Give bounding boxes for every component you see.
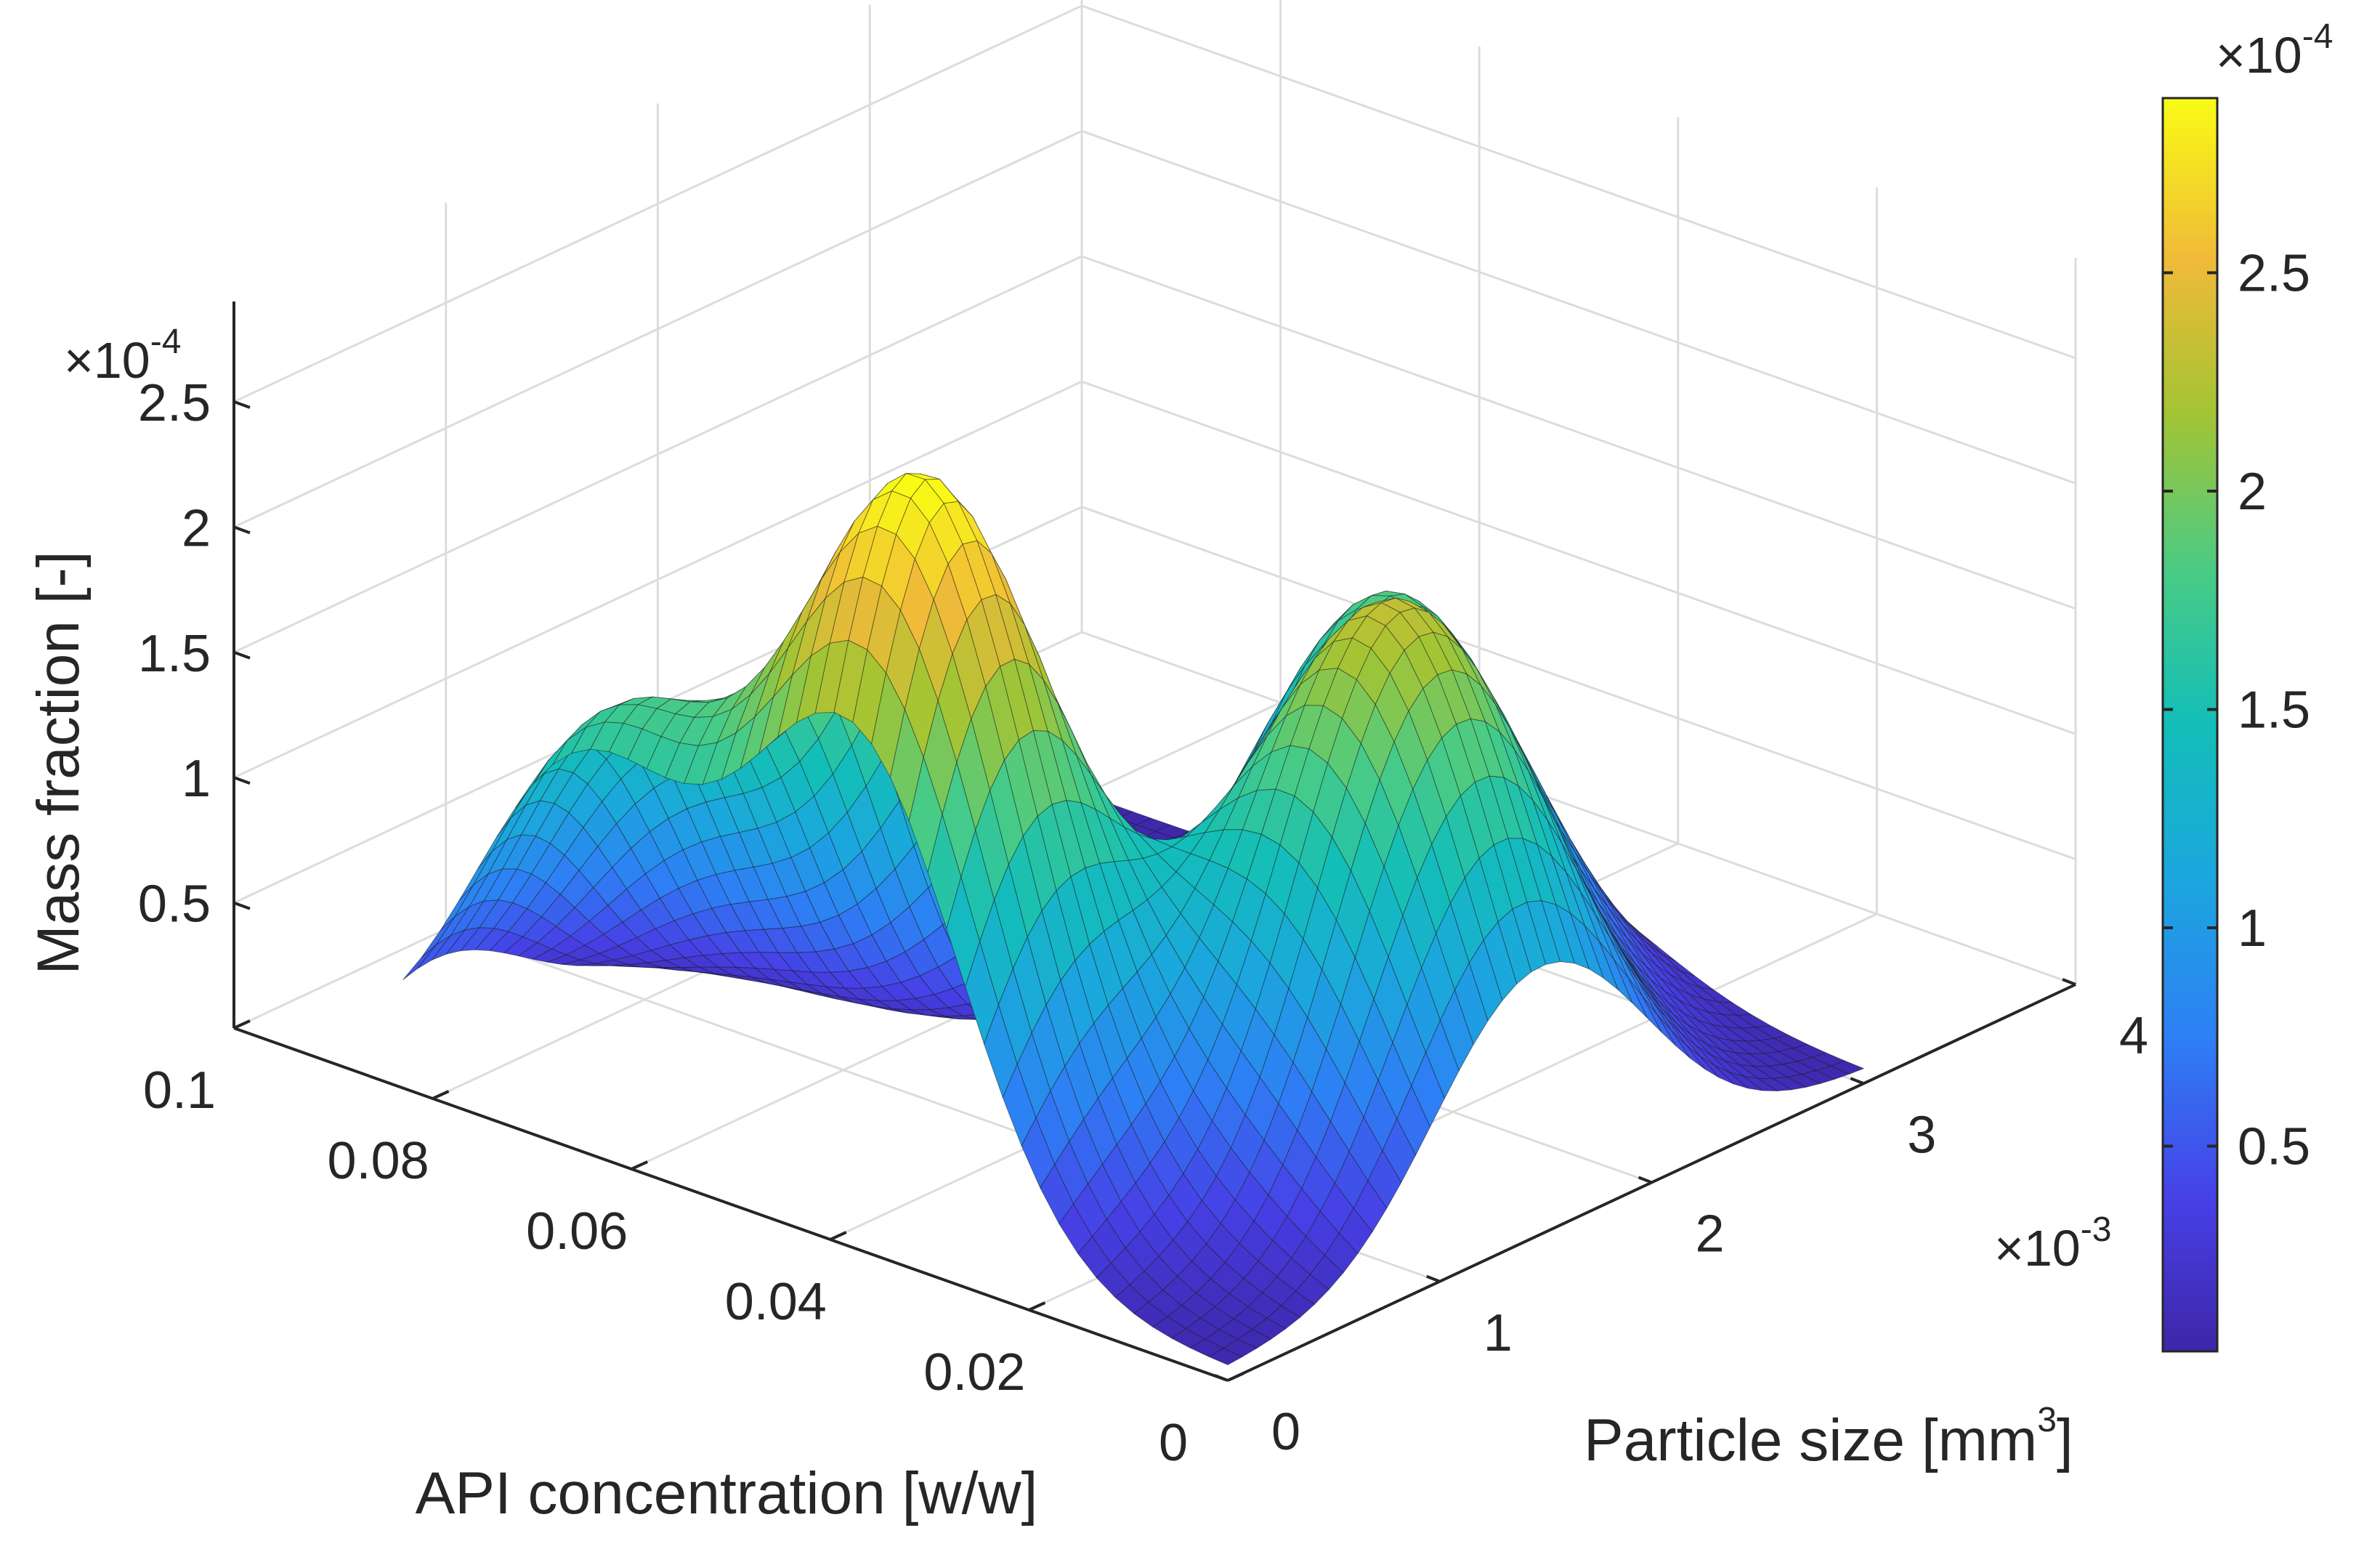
z-tick-label: 1 xyxy=(182,750,211,808)
colorbar xyxy=(2161,97,2219,1353)
y-tick-mark xyxy=(432,1090,450,1100)
surface-cell xyxy=(1208,1348,1243,1366)
x-axis-label-sup: 3 xyxy=(2037,1401,2057,1439)
y-tick-label: 0.06 xyxy=(526,1202,628,1261)
z-axis-multiplier: ×10-4 xyxy=(64,323,181,389)
z-tick-mark xyxy=(233,901,251,910)
grid-line xyxy=(1081,255,2076,610)
x-tick-mark xyxy=(1638,1176,1653,1184)
y-tick-mark xyxy=(631,1160,649,1170)
y-axis-line xyxy=(233,1027,1229,1382)
y-axis-label: API concentration [w/w] xyxy=(416,1460,1038,1526)
x-tick-label: 3 xyxy=(1907,1106,1936,1164)
colorbar-multiplier: ×10-4 xyxy=(2216,17,2333,84)
y-tick-label: 0.08 xyxy=(328,1132,429,1190)
x-tick-mark xyxy=(2062,978,2076,986)
surface-plot xyxy=(402,472,1865,1366)
x-tick-label: 0 xyxy=(1271,1403,1300,1461)
z-tick-label: 0.5 xyxy=(138,875,211,934)
x-tick-label: 4 xyxy=(2119,1007,2148,1065)
y-tick-label: 0.04 xyxy=(725,1273,827,1331)
x-tick-label: 2 xyxy=(1695,1205,1724,1263)
colorbar-tick-label: 2.5 xyxy=(2238,244,2310,302)
colorbar-tick-label: 0.5 xyxy=(2238,1118,2310,1176)
x-tick-mark xyxy=(1426,1274,1441,1283)
z-tick-mark xyxy=(233,776,251,785)
colorbar-ticks: 0.5 1 1.5 2 2.5 xyxy=(2163,244,2310,1176)
tick-labels: 0 1 2 3 4 0 0.02 0.04 0.06 0.08 0.1 0.5 1 1.5 2 2.5 xyxy=(138,374,2148,1472)
z-tick-mark xyxy=(233,400,251,409)
colorbar-tick-label: 2 xyxy=(2238,463,2267,521)
surface-cell xyxy=(402,945,437,980)
z-tick-label: 1.5 xyxy=(138,625,211,683)
axes xyxy=(232,302,2076,1382)
grid-line xyxy=(1081,129,2076,485)
z-tick-mark xyxy=(233,650,251,660)
grid-line xyxy=(1081,631,2076,986)
y-tick-label: 0.02 xyxy=(923,1343,1025,1402)
y-tick-label: 0 xyxy=(1159,1414,1188,1472)
x-tick-mark xyxy=(1850,1077,1864,1085)
x-axis-multiplier: ×10-3 xyxy=(1994,1210,2111,1277)
x-tick-label: 1 xyxy=(1484,1304,1513,1362)
x-axis-label-main: Particle size [mm xyxy=(1584,1407,2037,1473)
grid-line xyxy=(1081,506,2076,860)
z-tick-label: 2 xyxy=(182,499,211,557)
grid-line xyxy=(233,255,1082,654)
y-tick-mark xyxy=(829,1231,847,1241)
x-tick-mark xyxy=(1214,1374,1229,1382)
grid-line xyxy=(233,380,1082,779)
x-axis-label: Particle size [mm3] xyxy=(1584,1401,2073,1473)
grid-line xyxy=(233,129,1082,528)
grid-line xyxy=(1081,4,2076,360)
grid-line xyxy=(1081,380,2076,735)
z-tick-label: 2.5 xyxy=(138,374,211,432)
x-axis-label-end: ] xyxy=(2057,1407,2073,1473)
y-tick-label: 0.1 xyxy=(143,1061,216,1120)
z-axis-label: Mass fraction [-] xyxy=(25,551,92,974)
colorbar-tick-label: 1 xyxy=(2238,899,2267,958)
y-tick-mark xyxy=(233,1019,251,1030)
grid-line xyxy=(233,4,1082,403)
colorbar-tick-label: 1.5 xyxy=(2238,681,2310,739)
z-tick-mark xyxy=(233,525,251,535)
y-tick-mark xyxy=(1028,1301,1046,1311)
y-tick-mark xyxy=(1227,1372,1244,1382)
